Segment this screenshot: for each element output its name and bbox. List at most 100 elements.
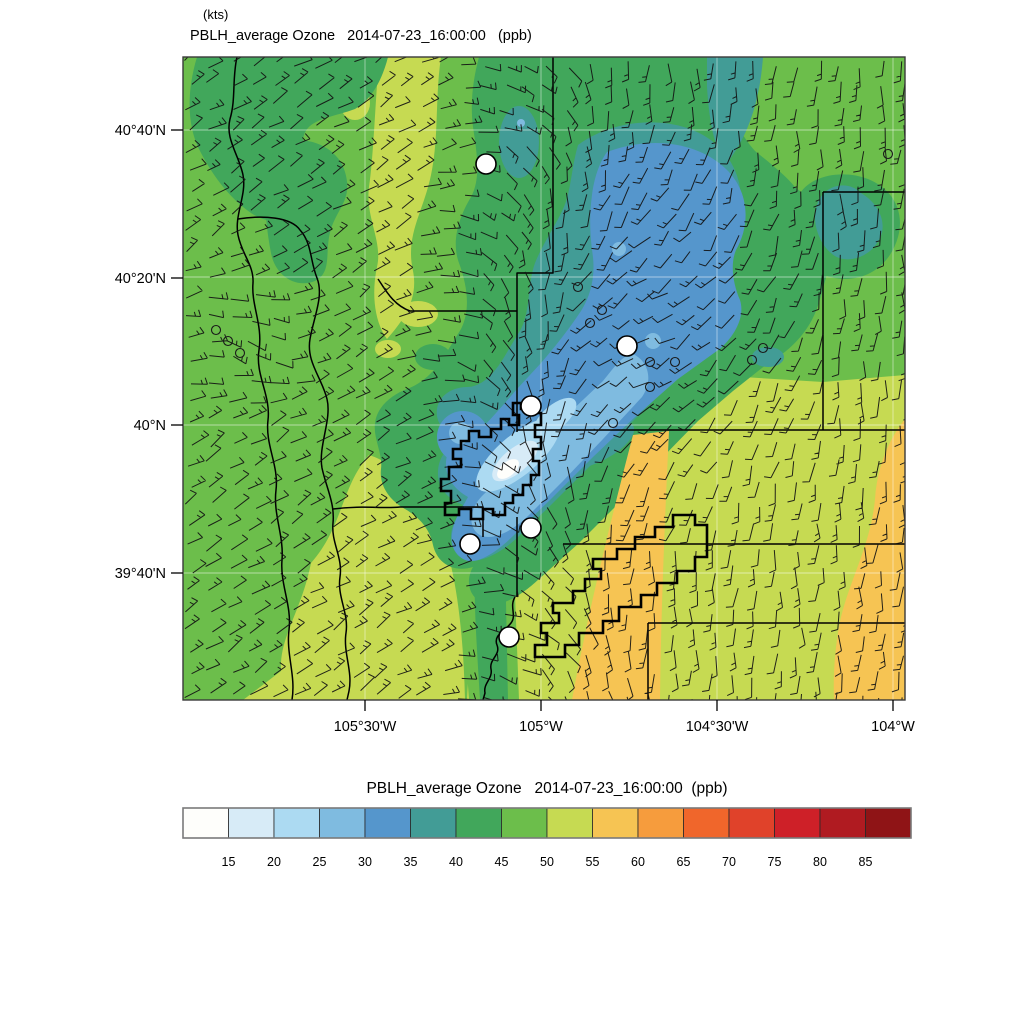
colorbar-tick-label: 40 [449,855,463,869]
colorbar-cell [683,807,730,839]
colorbar-tick-label: 70 [722,855,736,869]
contour-region-50-55-patch [375,340,401,358]
station-marker [459,533,481,555]
county-line-west [228,57,294,700]
contour-region-25-30-spot [645,333,661,349]
denver-city-boundary [439,397,543,521]
colorbar-tick-label: 85 [859,855,873,869]
contour-region-35-40-ne-blobs [814,185,883,260]
x-tick-label: 105°W [519,719,563,735]
colorbar-tick-label: 75 [768,855,782,869]
map-title: PBLH_average Ozone 2014-07-23_16:00:00 (… [190,28,532,44]
colorbar-cell [728,807,775,839]
contour-region-50-55-south [467,375,905,700]
station-marker [475,153,497,175]
colorbar-cell [273,807,320,839]
y-tick-label: 40°N [134,418,166,434]
colorbar-cell [637,807,684,839]
contour-region-55-60-band-b [833,419,905,700]
calm-wind-circle [644,356,656,368]
colorbar-cell [182,807,229,839]
contour-region-25-30-spot [612,242,626,256]
map-panel [182,56,906,701]
calm-wind-circle [757,342,769,354]
colorbar-cell [410,807,457,839]
y-axis: 40°40'N 40°20'N 40°N 39°40'N [115,123,183,582]
station-marker [520,395,542,417]
colorbar-cell [319,807,366,839]
contour-region-35-40-patch [752,347,784,367]
contour-region-40-45-topleft [189,57,388,222]
colorbar-tick-label: 60 [631,855,645,869]
calm-wind-circle [882,148,894,160]
county-line-douglas-elbert [647,622,905,700]
calm-wind-circles [210,148,894,429]
colorbar-tick-label: 35 [404,855,418,869]
colorbar-tick-label: 55 [586,855,600,869]
station-marker [498,626,520,648]
calm-wind-circle [607,417,619,429]
lat-lon-gridlines [183,57,905,700]
colorbar-labels: 15 20 25 30 35 40 45 50 55 60 65 70 75 80 85 [222,855,873,869]
colorbar-tick-label: 30 [358,855,372,869]
colorbar-cells [182,807,912,839]
aurora-city-boundary [533,513,709,659]
colorbar-tick-label: 45 [495,855,509,869]
wind-barb-field [184,57,905,700]
colorbar-tick-label: 25 [313,855,327,869]
contour-region-40-45-patch [415,344,451,370]
contour-region-under-15 [497,459,519,479]
contour-region-35-40-blob [499,106,539,178]
calm-wind-circle [746,354,758,366]
county-line-ne-box [822,191,905,430]
calm-wind-circle [572,281,584,293]
colorbar-tick-label: 20 [267,855,281,869]
colorbar-cell [546,807,593,839]
colorbar-cell [592,807,639,839]
calm-wind-circle [210,324,222,336]
colorbar-title: PBLH_average Ozone 2014-07-23_16:00:00 (… [366,780,727,797]
y-tick-label: 40°40'N [115,123,166,139]
colorbar-tick-label: 50 [540,855,554,869]
wind-barbs [184,57,905,700]
calm-wind-circle [644,381,656,393]
colorbar-tick-label: 65 [677,855,691,869]
colorbar-cell [455,807,502,839]
contour-dot [517,119,525,127]
x-tick-label: 104°30'W [686,719,749,735]
colorbar-cell [501,807,548,839]
colorbar-cell [865,807,912,839]
colorbar-tick-label: 80 [813,855,827,869]
y-tick-label: 39°40'N [115,566,166,582]
contour-region-40-45-corridor-core [474,549,508,700]
station-marker [616,335,638,357]
map-frame [182,56,906,701]
calm-wind-circle [234,347,246,359]
calm-wind-circle [222,335,234,347]
y-tick-label: 40°20'N [115,271,166,287]
colorbar-cell [364,807,411,839]
colorbar-tick-label: 15 [222,855,236,869]
colorbar-cell [774,807,821,839]
wind-units-label: (kts) [203,7,228,22]
colorbar-cell [819,807,866,839]
county-line-west-branch [237,216,351,700]
x-axis: 105°30'W 105°W 104°30'W 104°W [334,700,915,735]
calm-wind-circle [669,356,681,368]
contour-region-50-55-top-band [368,57,441,339]
contour-region-20-25 [533,397,577,437]
calm-wind-circle [584,317,596,329]
x-tick-label: 104°W [871,719,915,735]
x-tick-label: 105°30'W [334,719,397,735]
contour-region-35-40-topright-column [707,57,763,163]
colorbar-border [182,807,912,839]
colorbar: PBLH_average Ozone 2014-07-23_16:00:00 (… [182,780,912,869]
contour-region-50-55-patch [398,301,438,327]
county-line-boulder [377,278,517,312]
county-line-larimer-weld [516,57,554,311]
station-markers [459,153,638,648]
colorbar-cell [228,807,275,839]
station-marker [520,517,542,539]
calm-wind-circle [596,304,608,316]
